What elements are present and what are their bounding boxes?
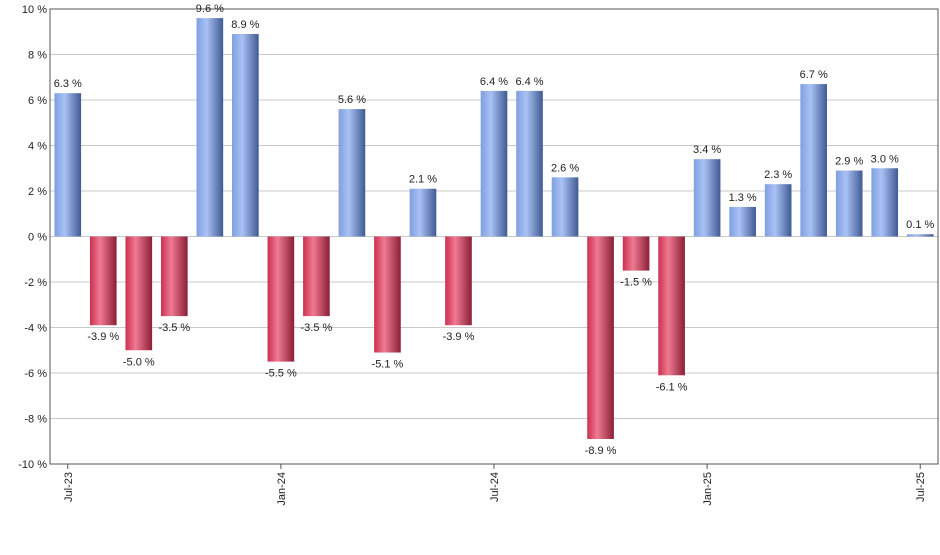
y-tick-label: -4 % [24,323,47,335]
bar-feb-24 [303,236,330,317]
bar-may-24 [409,188,437,237]
data-label: 6.3 % [54,78,82,90]
bar-oct-23 [161,236,188,317]
bar-sep-24 [551,177,579,237]
data-label: -3.5 % [158,322,190,334]
data-label: 2.3 % [764,169,792,181]
y-tick-label: 0 % [28,232,47,244]
bar-nov-24 [622,236,650,271]
data-label: 8.9 % [231,19,259,31]
data-label: 3.4 % [693,144,721,156]
data-label: -8.9 % [585,445,617,457]
bar-mar-25 [764,184,792,237]
bar-mar-24 [338,109,366,237]
data-label: -6.1 % [656,381,688,393]
data-label: 6.7 % [800,69,828,81]
bar-apr-24 [374,236,401,353]
bar-dec-24 [658,236,685,376]
bar-aug-23 [89,236,117,326]
data-label: 2.6 % [551,162,579,174]
y-tick-label: 4 % [28,141,47,153]
bar-jun-24 [445,236,472,326]
data-label: -3.9 % [443,331,475,343]
data-label: 2.9 % [835,156,863,168]
y-tick-label: 6 % [28,95,47,107]
y-tick-label: -10 % [18,459,47,471]
data-label: -5.5 % [265,368,297,380]
y-tick-label: -8 % [24,414,47,426]
x-tick-label: Jan-24 [276,472,288,506]
bar-aug-24 [516,90,543,237]
bar-jan-24 [267,236,295,362]
data-label: 6.4 % [515,76,543,88]
data-label: -5.1 % [372,359,404,371]
bar-feb-25 [729,206,756,237]
bar-apr-25 [800,84,827,237]
data-label: 2.1 % [409,174,437,186]
x-tick-label: Jul-23 [63,472,75,502]
bar-jul-25 [906,234,934,237]
bar-sep-23 [125,236,153,351]
y-tick-label: 2 % [28,186,47,198]
data-label: -5.0 % [123,356,155,368]
bar-jan-25 [693,159,721,237]
y-tick-label: 10 % [22,4,47,16]
bar-oct-24 [587,236,614,439]
axes: 10 % 8 % 6 % 4 % 2 % 0 % -2 % -4 % -6 % -8 % -10 %… [18,4,939,506]
bar-jun-25 [871,168,899,237]
y-tick-label: -2 % [24,277,47,289]
data-label: 3.0 % [871,153,899,165]
data-labels: 6.3 % -3.9 % -5.0 % -3.5 % 9.6 % 8.9 % -5.5 % -… [54,3,935,457]
x-tick-label: Jul-25 [915,472,927,502]
bar-jul-24 [480,90,508,237]
bar-may-25 [835,170,863,237]
data-label: -3.9 % [87,331,119,343]
bar-nov-23 [196,18,224,237]
data-label: 1.3 % [729,192,757,204]
bars [54,18,934,439]
data-label: -3.5 % [301,322,333,334]
data-label: -1.5 % [620,277,652,289]
x-tick-label: Jul-24 [489,472,501,502]
bar-jul-23 [54,93,82,237]
bar-dec-23 [232,34,259,237]
data-label: 5.6 % [338,94,366,106]
data-label: 0.1 % [906,219,934,231]
data-label: 6.4 % [480,76,508,88]
data-label: 9.6 % [196,3,224,15]
y-tick-label: 8 % [28,50,47,62]
x-tick-label: Jan-25 [702,472,714,506]
y-tick-label: -6 % [24,368,47,380]
